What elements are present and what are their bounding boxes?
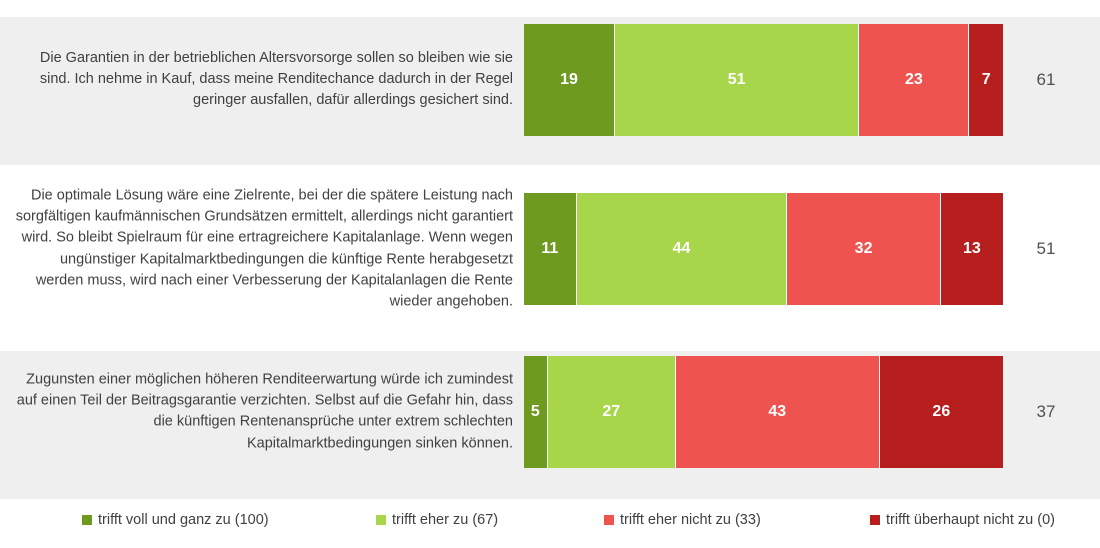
bar-segment: 51 [615, 24, 860, 136]
bar-segment: 44 [576, 193, 788, 305]
bar-segment: 7 [969, 24, 1003, 136]
category-label: Die Garantien in der betrieblichen Alter… [39, 50, 513, 109]
legend-item: trifft eher zu (67) [376, 512, 498, 528]
data-label: 11 [541, 240, 559, 257]
stacked-bar: 5 27 43 26 [524, 356, 1003, 468]
data-label: 26 [932, 403, 951, 420]
legend-label: trifft überhaupt nicht zu (0) [886, 512, 1055, 528]
legend-item: trifft überhaupt nicht zu (0) [870, 512, 1055, 528]
bar-segment: 43 [675, 356, 880, 468]
category-label: Zugunsten einer möglichen höheren Rendit… [16, 371, 513, 452]
legend-label: trifft voll und ganz zu (100) [98, 512, 269, 528]
bar-segment: 23 [859, 24, 970, 136]
legend-label: trifft eher nicht zu (33) [620, 512, 761, 528]
legend-swatch [376, 515, 386, 525]
legend-swatch [82, 515, 92, 525]
bar-segment: 27 [547, 356, 676, 468]
category-label: Die optimale Lösung wäre eine Zielrente,… [15, 187, 513, 310]
legend-item: trifft voll und ganz zu (100) [82, 512, 269, 528]
data-label: 13 [962, 240, 981, 257]
bar-segment: 19 [524, 24, 615, 136]
bar-segment: 5 [524, 356, 548, 468]
data-label: 32 [854, 240, 873, 257]
data-label: 27 [602, 403, 621, 420]
stacked-bar: 19 51 23 7 [524, 24, 1003, 136]
bar-segment: 11 [524, 193, 577, 305]
data-label: 43 [768, 403, 787, 420]
score-value: 37 [1036, 402, 1056, 421]
bar-segment: 32 [787, 193, 941, 305]
data-label: 7 [981, 71, 991, 88]
data-label: 19 [560, 71, 578, 88]
legend-swatch [870, 515, 880, 525]
score-value: 61 [1036, 70, 1056, 89]
data-label: 44 [672, 240, 691, 257]
data-label: 5 [530, 403, 540, 420]
legend-label: trifft eher zu (67) [392, 512, 499, 528]
bar-segment: 13 [940, 193, 1003, 305]
legend-item: trifft eher nicht zu (33) [604, 512, 761, 528]
stacked-bar: 11 44 32 13 [524, 193, 1003, 305]
score-value: 51 [1036, 239, 1056, 258]
data-label: 23 [904, 71, 923, 88]
legend-swatch [604, 515, 614, 525]
data-label: 51 [727, 71, 746, 88]
bar-segment: 26 [879, 356, 1003, 468]
chart-legend: trifft voll und ganz zu (100) trifft eher… [0, 500, 1100, 548]
